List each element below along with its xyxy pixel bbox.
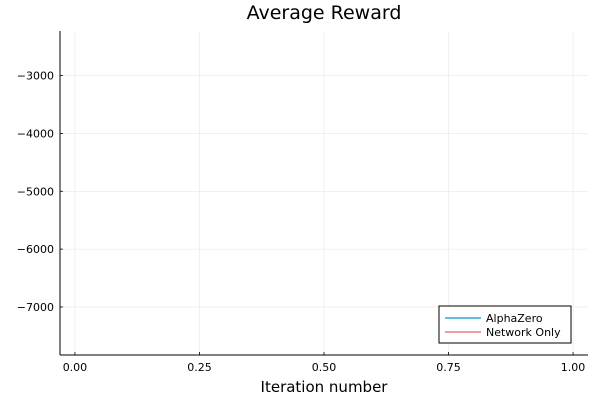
x-tick-label: 0.75	[436, 361, 461, 374]
y-tick-label: −3000	[17, 70, 54, 83]
legend-label-1: Network Only	[486, 326, 561, 339]
x-tick-label: 0.50	[312, 361, 337, 374]
x-axis-title: Iteration number	[261, 378, 389, 396]
ticks: 0.00 0.25 0.50 0.75 1.00 −3000 −4000 −5000 −6000…	[17, 70, 586, 374]
x-tick-label: 1.00	[561, 361, 586, 374]
legend-box	[438, 305, 572, 344]
chart-title: Average Reward	[247, 2, 402, 24]
x-tick-label: 0.00	[63, 361, 88, 374]
x-tick-label: 0.25	[187, 361, 212, 374]
legend-label-0: AlphaZero	[486, 312, 543, 325]
y-tick-label: −5000	[17, 185, 54, 198]
y-tick-label: −6000	[17, 243, 54, 256]
y-tick-label: −7000	[17, 301, 54, 314]
y-tick-label: −4000	[17, 127, 54, 140]
